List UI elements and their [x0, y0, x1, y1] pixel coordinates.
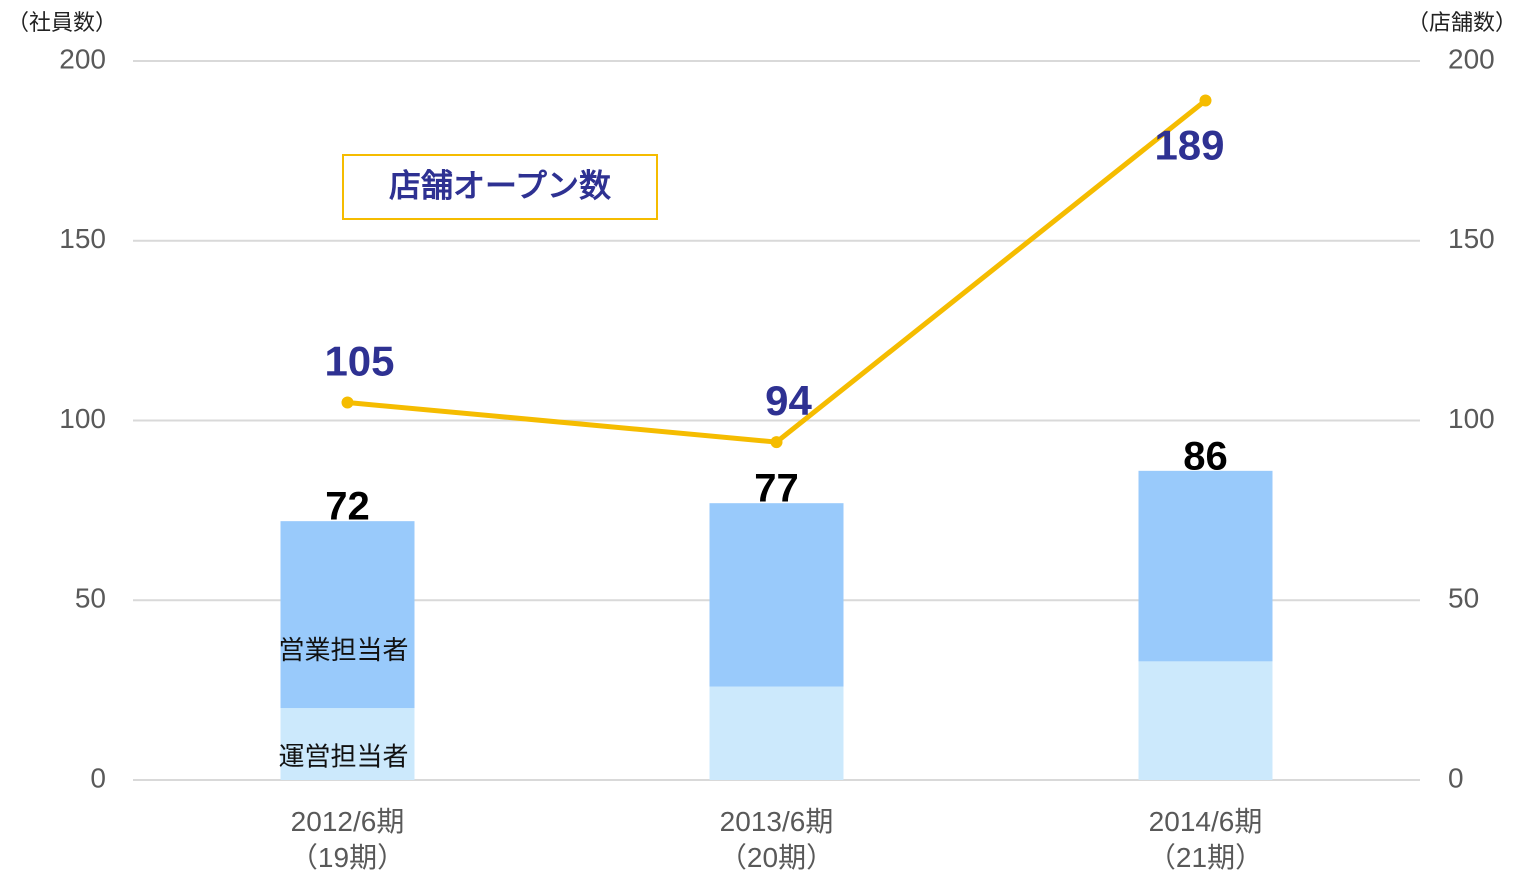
line-value-label: 189 — [1154, 122, 1224, 169]
bar-segment — [709, 503, 844, 687]
bar-segment — [280, 521, 415, 709]
bar-segment — [1138, 661, 1273, 780]
y-axis-label: （社員数） — [7, 10, 117, 35]
x-tick-label: 2013/6期 （20期） — [718, 806, 835, 873]
y2-tick-label: 200 — [1448, 43, 1495, 74]
line-value-label: 105 — [324, 338, 394, 385]
line-point — [1199, 94, 1212, 107]
y2-tick-label: 150 — [1448, 223, 1495, 254]
total-label: 86 — [1183, 434, 1228, 478]
y2-tick-label: 0 — [1448, 762, 1464, 793]
legend-box — [342, 154, 658, 220]
series-label: 運営担当者 — [278, 741, 408, 771]
y2-tick-label: 50 — [1448, 583, 1479, 614]
line-value-label: 94 — [765, 377, 812, 424]
y-tick-label: 100 — [59, 403, 106, 434]
total-label: 77 — [754, 467, 799, 511]
y-tick-label: 50 — [75, 583, 106, 614]
y-tick-label: 150 — [59, 223, 106, 254]
y2-axis-label: （店舗数） — [1407, 10, 1517, 35]
legend-label: 店舗オープン数 — [389, 167, 612, 203]
x-tick-label: 2012/6期 （19期） — [289, 806, 406, 873]
bar-segment — [709, 686, 844, 780]
x-tick-label: 2014/6期 （21期） — [1147, 806, 1264, 873]
y-tick-label: 200 — [59, 43, 106, 74]
y2-tick-label: 100 — [1448, 403, 1495, 434]
total-label: 72 — [325, 485, 370, 529]
bar-segment — [1138, 470, 1273, 662]
series-label: 営業担当者 — [278, 635, 408, 665]
line-point — [341, 396, 354, 409]
y-tick-label: 0 — [90, 762, 106, 793]
line-point — [770, 436, 783, 449]
bar-segment — [280, 708, 415, 780]
